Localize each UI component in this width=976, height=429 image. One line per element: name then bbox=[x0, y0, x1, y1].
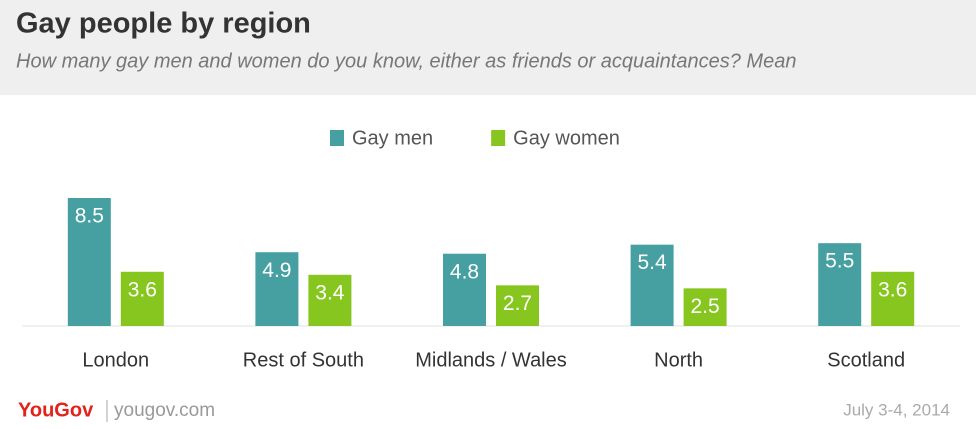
data-label: 3.4 bbox=[315, 281, 345, 304]
x-tick-label: Midlands / Wales bbox=[415, 349, 567, 371]
legend-swatch bbox=[330, 130, 344, 146]
legend-label: Gay women bbox=[513, 127, 620, 149]
legend-label: Gay men bbox=[352, 127, 433, 149]
x-tick-label: Scotland bbox=[827, 349, 905, 371]
bar bbox=[496, 285, 539, 326]
data-label: 4.9 bbox=[262, 259, 291, 282]
bar bbox=[871, 271, 915, 326]
bar bbox=[308, 274, 352, 326]
data-label: 3.6 bbox=[128, 278, 157, 301]
header-band bbox=[0, 0, 976, 95]
footer-date: July 3-4, 2014 bbox=[843, 400, 950, 419]
data-label: 4.8 bbox=[450, 260, 479, 283]
bar bbox=[120, 271, 164, 326]
x-tick-label: London bbox=[82, 349, 149, 371]
data-label: 5.5 bbox=[825, 250, 854, 273]
data-label: 5.4 bbox=[637, 251, 667, 274]
x-tick-label: North bbox=[654, 349, 703, 371]
bar bbox=[255, 252, 299, 326]
data-label: 8.5 bbox=[75, 205, 104, 228]
data-label: 3.6 bbox=[878, 278, 907, 301]
bar bbox=[683, 288, 727, 326]
logo: YouGov bbox=[18, 399, 94, 421]
x-tick-label: Rest of South bbox=[243, 349, 364, 371]
bar bbox=[630, 244, 674, 326]
footer-site: yougov.com bbox=[114, 400, 215, 421]
legend-swatch bbox=[491, 130, 506, 146]
bar bbox=[67, 198, 111, 326]
chart-subtitle: How many gay men and women do you know, … bbox=[16, 50, 796, 72]
bar bbox=[443, 253, 486, 326]
bar bbox=[818, 243, 862, 326]
chart-title: Gay people by region bbox=[16, 8, 311, 40]
data-label: 2.7 bbox=[503, 292, 532, 315]
data-label: 2.5 bbox=[690, 295, 719, 318]
